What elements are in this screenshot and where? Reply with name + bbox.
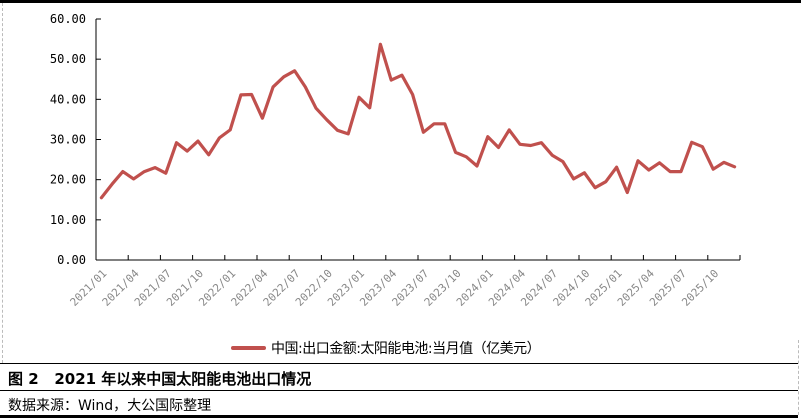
y-tick-label: 60.00 bbox=[50, 12, 86, 26]
y-axis: 0.00 10.00 20.00 30.00 40.00 50.00 60.00 bbox=[50, 12, 101, 267]
legend-line-swatch-icon bbox=[231, 346, 266, 350]
y-tick-label: 10.00 bbox=[50, 213, 86, 227]
x-axis: 2021/012021/042021/072021/102022/012022/… bbox=[68, 255, 741, 309]
series-line bbox=[99, 42, 737, 200]
legend-label: 中国:出口金额:太阳能电池:当月值（亿美元） bbox=[271, 341, 541, 357]
y-tick-label: 40.00 bbox=[50, 92, 86, 106]
divider-bottom bbox=[0, 415, 798, 418]
y-tick-label: 30.00 bbox=[50, 133, 86, 147]
y-tick-label: 50.00 bbox=[50, 52, 86, 66]
right-page-edge bbox=[798, 340, 799, 415]
legend: 中国:出口金额:太阳能电池:当月值（亿美元） bbox=[231, 338, 541, 358]
y-tick-label: 20.00 bbox=[50, 173, 86, 187]
divider-top bbox=[0, 363, 798, 364]
y-tick-label: 0.00 bbox=[57, 253, 86, 267]
data-source-note: 数据来源：Wind，大公国际整理 bbox=[8, 398, 212, 414]
line-chart: 0.00 10.00 20.00 30.00 40.00 50.00 60.00 2021/… bbox=[50, 12, 741, 309]
left-page-edge bbox=[2, 3, 3, 363]
top-border bbox=[0, 0, 801, 3]
figure-caption: 图 2 2021 年以来中国太阳能电池出口情况 bbox=[8, 370, 312, 388]
divider-middle bbox=[0, 390, 798, 391]
